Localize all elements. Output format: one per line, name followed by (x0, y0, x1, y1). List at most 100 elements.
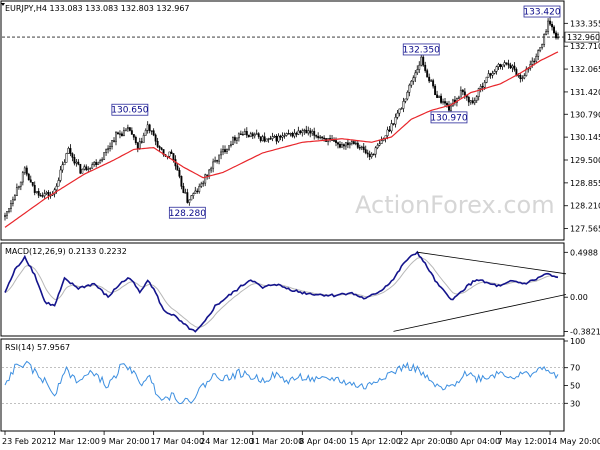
candle-body (271, 136, 274, 139)
macd-y-tick-label: 0.00 (570, 293, 588, 302)
candle-body (485, 76, 488, 83)
rsi-panel-frame (0, 338, 565, 432)
candle (366, 149, 369, 158)
candle-body (404, 98, 407, 102)
candle-body (249, 133, 252, 138)
candle-body (15, 187, 18, 196)
candle (337, 141, 339, 149)
candle (89, 167, 92, 171)
candle (505, 62, 508, 66)
candle (245, 127, 248, 138)
candle-body (140, 141, 143, 143)
candle-body (247, 134, 250, 138)
candle-body (120, 133, 123, 136)
candle-body (103, 152, 106, 160)
candle-body (372, 153, 375, 156)
candle (487, 70, 490, 78)
candle (485, 76, 488, 84)
candle-body (113, 140, 115, 142)
candle-body (220, 151, 222, 156)
candle (557, 32, 559, 40)
candle (392, 123, 395, 126)
candle-body (333, 140, 335, 142)
candle-body (231, 137, 234, 145)
candle (230, 140, 232, 148)
candle-body (499, 64, 502, 68)
candle (19, 181, 22, 191)
candle (523, 73, 526, 80)
candle (545, 29, 548, 36)
candle-body (257, 133, 260, 137)
candle-body (293, 132, 296, 137)
candle (348, 141, 351, 149)
candle (271, 132, 274, 142)
macd-layer (4, 250, 567, 333)
price-label-text: 132.350 (403, 45, 440, 55)
candle (410, 79, 413, 88)
candle (279, 134, 282, 141)
candle (83, 164, 86, 171)
candle-body (263, 136, 266, 142)
candle-body (144, 130, 147, 136)
price-y-tick-label: 133.355 (570, 19, 600, 28)
candle-body (45, 192, 48, 194)
candle (220, 148, 222, 160)
x-tick-label: 30 Apr 04:00 (448, 437, 500, 446)
candle (372, 153, 375, 156)
candle (79, 163, 82, 175)
price-y-tick-label: 128.855 (570, 179, 600, 188)
candle-body (317, 136, 320, 138)
candle-body (356, 142, 359, 148)
candle-body (194, 190, 197, 194)
price-y-tick-label: 130.145 (570, 133, 600, 142)
candle-body (265, 138, 268, 142)
candle-body (224, 149, 226, 152)
candle-body (422, 56, 425, 66)
macd-trendline (417, 251, 567, 275)
candle (140, 137, 143, 144)
candle-body (283, 135, 286, 137)
candle (188, 199, 191, 206)
candle (218, 154, 221, 165)
candle-body (73, 157, 76, 164)
candle-body (459, 89, 462, 98)
candle-body (519, 75, 522, 79)
candle (13, 194, 16, 202)
candle-body (323, 137, 326, 140)
candle-body (335, 140, 337, 143)
candle (463, 88, 466, 99)
candle-body (440, 95, 443, 103)
candle (9, 200, 12, 213)
candle (231, 136, 234, 146)
candle-body (226, 148, 228, 152)
candle (434, 84, 437, 96)
candle (237, 132, 240, 142)
candle (539, 47, 542, 53)
candle-body (489, 73, 492, 76)
candle (170, 149, 173, 154)
candle (368, 150, 371, 161)
price-y-tick-label: 132.065 (570, 65, 600, 74)
candle (341, 141, 343, 148)
candle (299, 129, 302, 135)
candle-body (168, 151, 171, 157)
candle (224, 145, 226, 154)
candle-body (410, 80, 413, 86)
candle-body (507, 63, 510, 66)
candle (257, 132, 260, 139)
candle-body (212, 161, 215, 169)
candle (4, 212, 6, 221)
candle (471, 97, 474, 105)
candle-body (430, 80, 433, 82)
candle (61, 161, 64, 173)
candle-body (428, 76, 431, 82)
candle (442, 98, 444, 105)
candle (97, 161, 100, 165)
candle (194, 186, 197, 194)
candle (291, 131, 294, 138)
candle-body (339, 144, 341, 148)
candle (210, 166, 213, 173)
candle (150, 130, 153, 135)
candle (414, 69, 417, 83)
candle-body (196, 190, 199, 193)
